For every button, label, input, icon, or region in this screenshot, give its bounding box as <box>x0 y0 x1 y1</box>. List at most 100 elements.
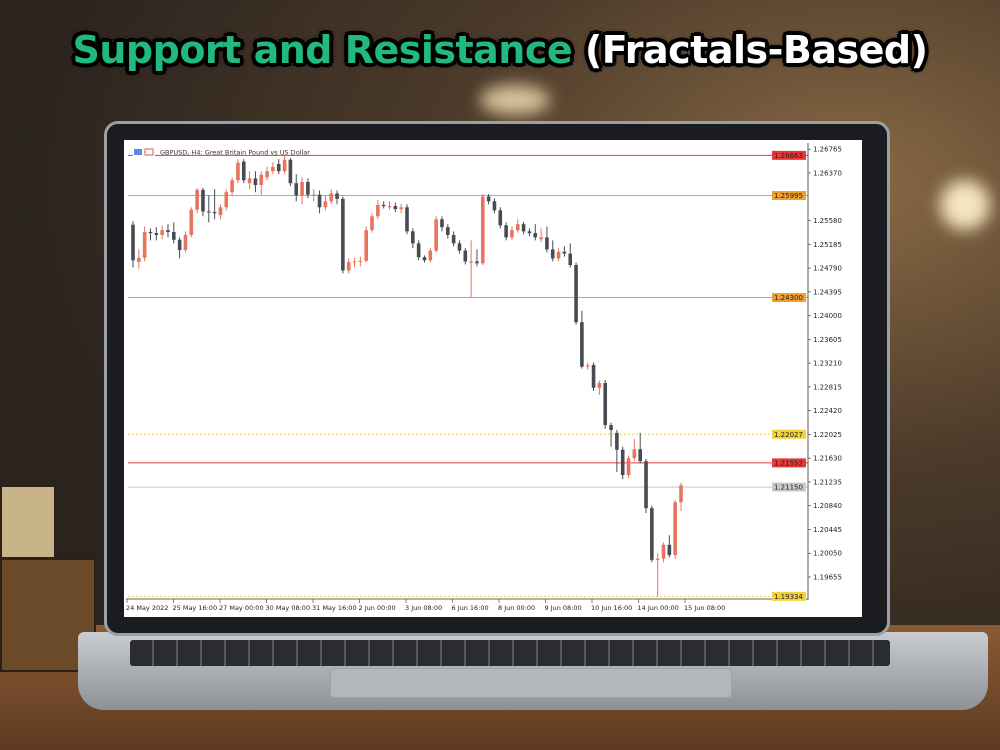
y-tick-label: 1.22025 <box>813 431 842 439</box>
candle-body <box>626 458 631 476</box>
candle-body <box>358 260 363 262</box>
candle <box>317 190 322 214</box>
candle-body <box>661 544 666 559</box>
candle <box>533 224 538 241</box>
candle <box>195 188 199 214</box>
candle <box>271 162 275 175</box>
background-light <box>480 85 550 115</box>
level-price-tag <box>772 429 806 439</box>
level-price-tag <box>772 458 806 468</box>
candle-body <box>545 237 549 250</box>
candle-body <box>148 231 153 234</box>
candle-body <box>527 231 532 234</box>
candle <box>492 198 497 214</box>
candle <box>632 438 637 462</box>
candle-body <box>597 382 602 388</box>
candle-body <box>638 449 642 462</box>
candle <box>218 204 223 220</box>
candle <box>434 216 438 253</box>
candle <box>148 228 153 241</box>
candle <box>376 200 380 220</box>
y-tick-label: 1.23605 <box>813 336 842 344</box>
candle-body <box>556 251 561 259</box>
candle-body <box>492 201 497 211</box>
x-tick-label: 30 May 08:00 <box>266 604 311 612</box>
candle-body <box>241 161 246 181</box>
y-tick-label: 1.22420 <box>813 407 842 415</box>
candle <box>615 429 619 473</box>
candle-body <box>317 194 322 208</box>
candle-body <box>416 243 421 258</box>
candle-body <box>137 257 141 263</box>
y-tick-label: 1.26370 <box>813 169 842 177</box>
candle <box>189 207 194 238</box>
candle <box>294 174 299 202</box>
candle-body <box>294 183 299 196</box>
candle-body <box>428 250 433 261</box>
candle-body <box>247 178 252 184</box>
candle <box>545 226 549 253</box>
candle <box>364 226 368 263</box>
candle-body <box>521 224 526 232</box>
candle <box>212 189 217 220</box>
candle-body <box>276 163 281 172</box>
candle <box>160 225 164 240</box>
candle-body <box>154 233 159 235</box>
candle-body <box>370 216 374 231</box>
candle <box>469 240 473 297</box>
candle <box>177 237 182 259</box>
candle <box>323 195 328 211</box>
candle <box>201 188 205 217</box>
candle <box>352 257 357 268</box>
candle-body <box>195 189 199 210</box>
candle <box>556 248 561 262</box>
candle <box>381 201 386 209</box>
candle-body <box>667 544 672 556</box>
candle <box>206 195 211 223</box>
candle-body <box>510 230 514 238</box>
candle <box>335 190 339 205</box>
candle-body <box>422 257 427 261</box>
candle-icon[interactable] <box>144 148 154 156</box>
candle <box>393 202 398 213</box>
x-tick-label: 3 Jun 08:00 <box>405 604 442 612</box>
candle <box>428 248 433 263</box>
candle-body <box>591 364 596 388</box>
candle <box>510 226 514 240</box>
candle-body <box>288 159 293 184</box>
candle-body <box>411 231 415 244</box>
candle-body <box>166 230 170 232</box>
candle <box>265 166 269 181</box>
candle <box>644 458 648 513</box>
y-tick-label: 1.19655 <box>813 574 842 582</box>
candle <box>480 194 485 266</box>
y-tick-label: 1.21235 <box>813 478 842 486</box>
candle <box>230 177 234 196</box>
candle-body <box>189 209 194 235</box>
candle-body <box>341 198 345 271</box>
candle-body <box>463 250 468 262</box>
candle <box>446 224 450 239</box>
candle <box>603 379 608 429</box>
grid-icon[interactable] <box>134 149 142 155</box>
chart-toolbar-icons[interactable] <box>133 148 155 156</box>
headline-green: Support and Resistance <box>72 28 573 72</box>
candle <box>137 249 141 269</box>
chart-screen <box>124 140 862 617</box>
y-tick-label: 1.25580 <box>813 217 842 225</box>
candle <box>399 203 403 214</box>
candle-body <box>486 196 491 202</box>
x-tick-label: 15 Jun 08:00 <box>684 604 725 612</box>
x-tick-label: 9 Jun 08:00 <box>545 604 582 612</box>
candle-body <box>376 204 380 217</box>
candle <box>440 216 444 232</box>
candle <box>142 226 147 262</box>
x-tick-label: 2 Jun 00:00 <box>359 604 396 612</box>
candle-body <box>253 178 258 186</box>
candle <box>609 422 613 447</box>
y-tick-label: 1.24395 <box>813 288 842 296</box>
candle <box>241 159 246 184</box>
candle <box>311 189 316 202</box>
candle-body <box>446 227 450 235</box>
